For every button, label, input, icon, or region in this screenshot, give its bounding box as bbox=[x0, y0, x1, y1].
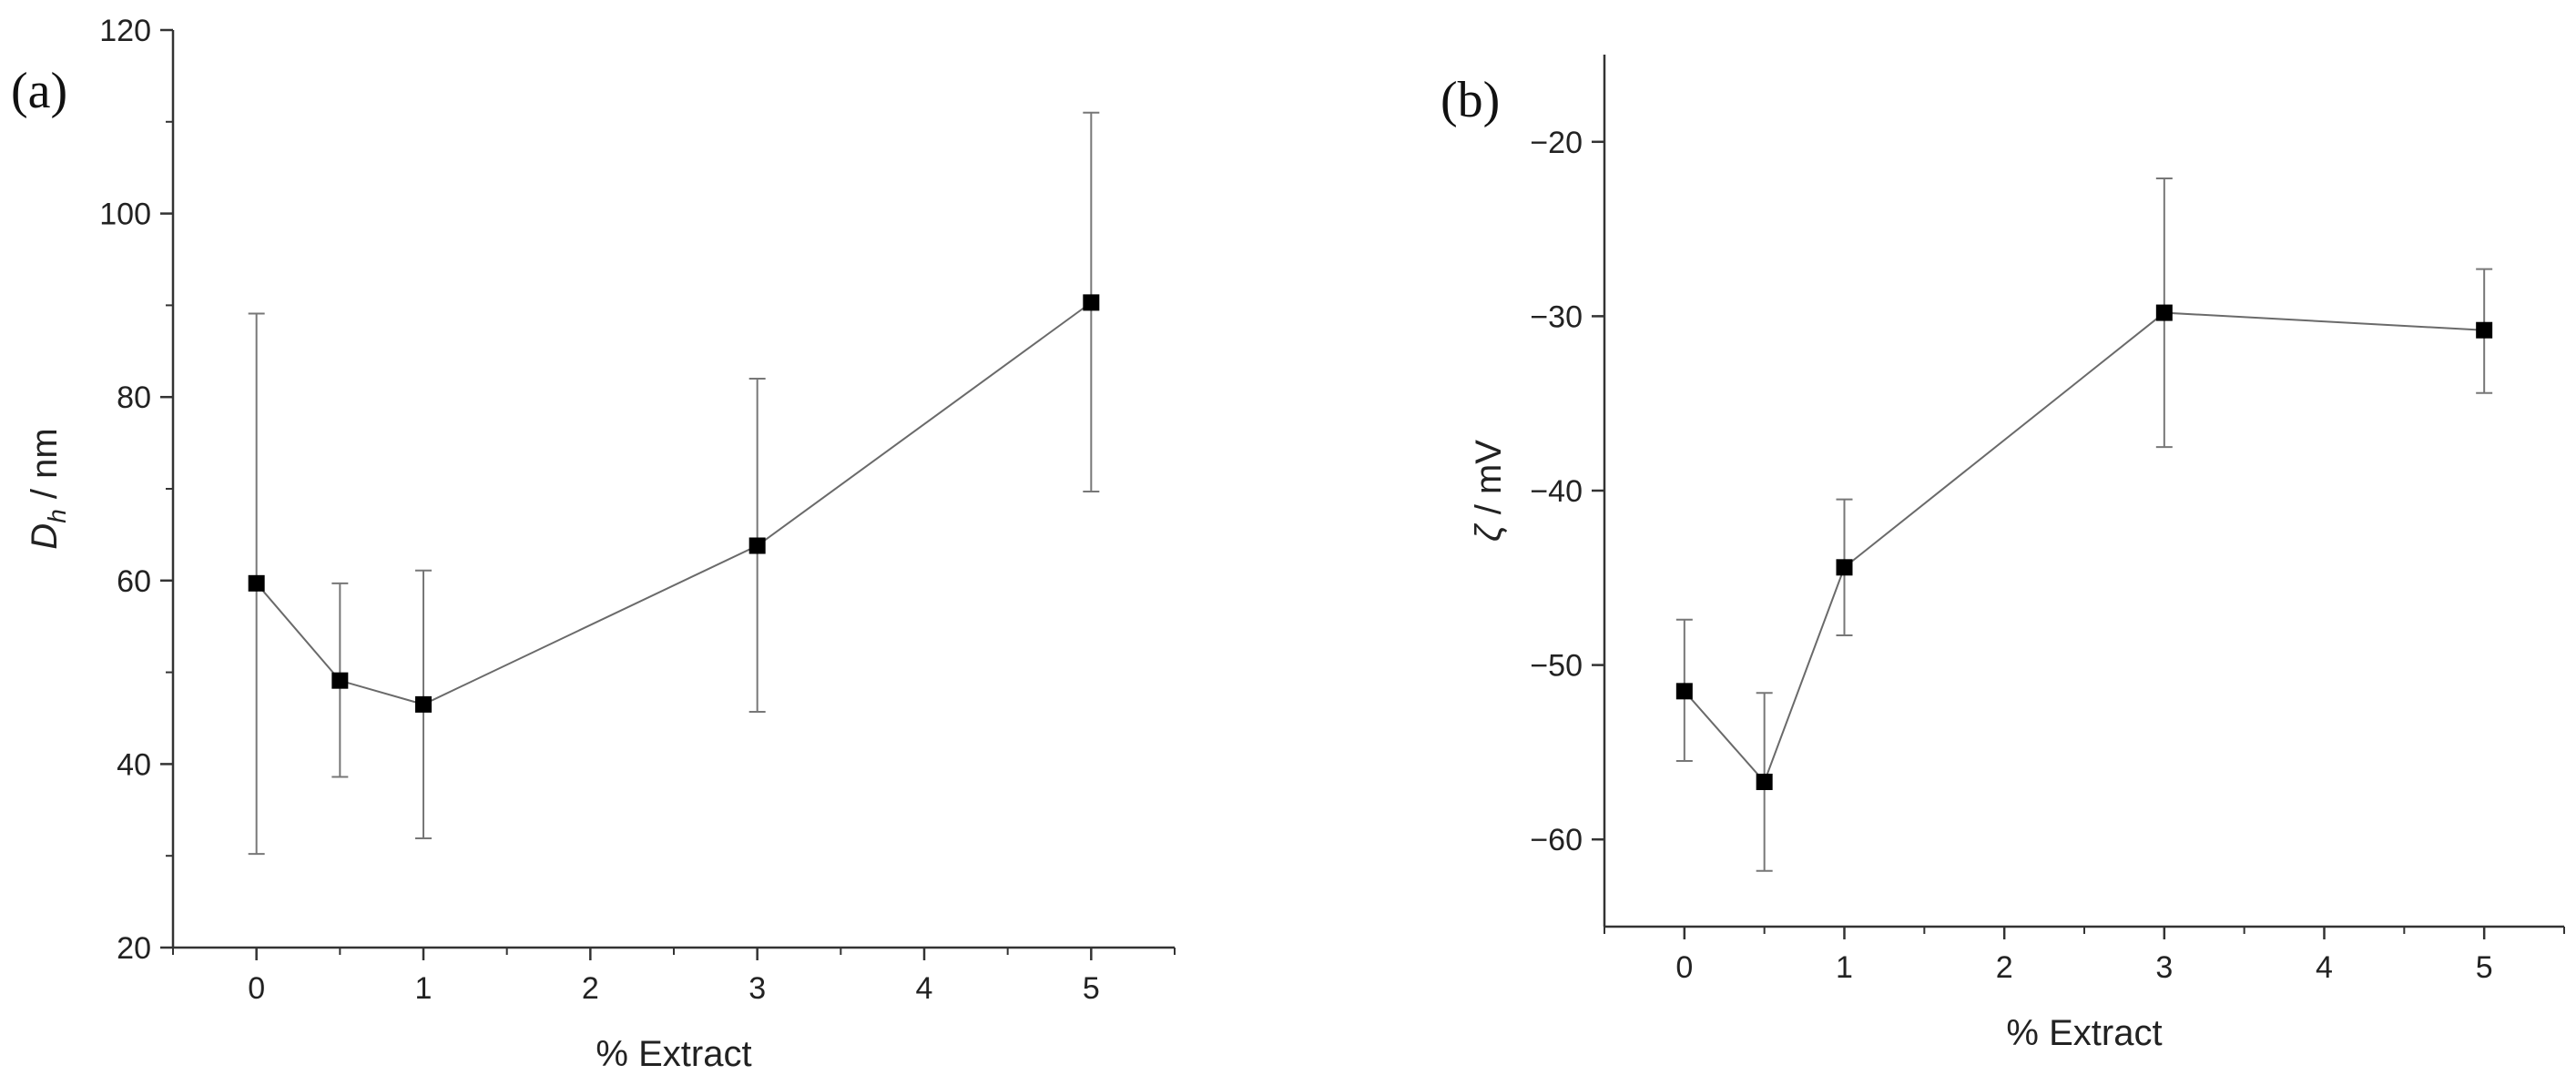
x-tick-label: 0 bbox=[1675, 950, 1693, 985]
data-point bbox=[2155, 304, 2173, 321]
data-point bbox=[1675, 683, 1693, 700]
panel-label: (b) bbox=[1441, 72, 1500, 128]
y-tick-label: 80 bbox=[117, 380, 151, 415]
data-point bbox=[2476, 321, 2493, 339]
x-tick-label: 1 bbox=[415, 971, 433, 1006]
y-tick-label: −30 bbox=[1530, 299, 1583, 334]
x-tick-label: 2 bbox=[582, 971, 599, 1006]
data-point bbox=[415, 695, 432, 713]
panel-label: (a) bbox=[11, 63, 67, 119]
x-tick-label: 1 bbox=[1836, 950, 1853, 985]
data-point bbox=[748, 537, 766, 554]
x-tick-label: 5 bbox=[2476, 950, 2493, 985]
x-tick-label: 0 bbox=[248, 971, 265, 1006]
data-point bbox=[1836, 559, 1853, 576]
y-axis-label-unit: / nm bbox=[25, 428, 65, 509]
y-tick-label: 100 bbox=[99, 198, 151, 232]
y-tick-label: 60 bbox=[117, 564, 151, 599]
x-tick-label: 3 bbox=[2155, 950, 2173, 985]
x-axis-label: % Extract bbox=[596, 1034, 751, 1074]
y-tick-label: 20 bbox=[117, 931, 151, 966]
panel-a: 0 1 2 3 4 5 20 40 60 80 100 120 % Extract Dh / nm (a) bbox=[11, 14, 1176, 1074]
x-tick-label: 5 bbox=[1083, 971, 1100, 1006]
y-tick-label: −40 bbox=[1530, 474, 1583, 509]
x-axis-label: % Extract bbox=[2006, 1013, 2162, 1053]
y-tick-label: −50 bbox=[1530, 649, 1583, 684]
panel-b: 0 1 2 3 4 5 −60 −50 −40 −30 −20 % Extract ζ / mV (b) bbox=[1441, 55, 2565, 1053]
y-axis-label-unit: / mV bbox=[1469, 440, 1509, 525]
y-tick-label: 120 bbox=[99, 14, 151, 48]
y-tick-label: 40 bbox=[117, 747, 151, 782]
data-point bbox=[331, 672, 349, 689]
y-axis-label-symbol: D bbox=[25, 523, 65, 550]
y-tick-label: −20 bbox=[1530, 126, 1583, 160]
y-axis-label: ζ / mV bbox=[1469, 440, 1509, 542]
x-tick-label: 4 bbox=[916, 971, 933, 1006]
series-line bbox=[1684, 311, 2485, 784]
data-point bbox=[1756, 773, 1773, 790]
y-axis-label-subscript: h bbox=[43, 509, 71, 523]
data-point bbox=[1083, 294, 1100, 311]
x-tick-label: 3 bbox=[748, 971, 766, 1006]
y-axis-label: Dh / nm bbox=[25, 428, 71, 549]
data-point bbox=[248, 574, 265, 592]
series-line bbox=[255, 301, 1092, 705]
y-axis-label-symbol: ζ bbox=[1469, 522, 1509, 542]
y-tick-label: −60 bbox=[1530, 823, 1583, 857]
x-tick-label: 2 bbox=[1996, 950, 2013, 985]
x-tick-label: 4 bbox=[2316, 950, 2333, 985]
